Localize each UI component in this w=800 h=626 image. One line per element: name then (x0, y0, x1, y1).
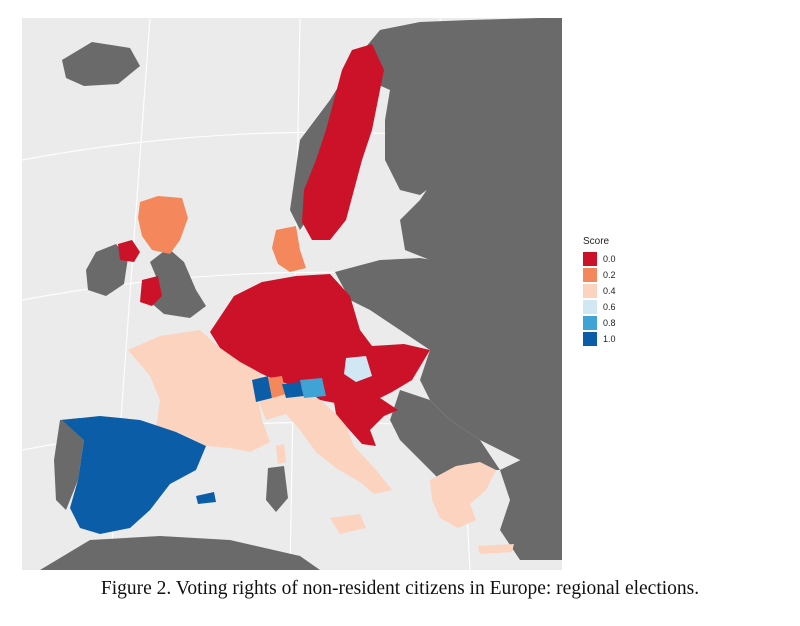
legend-title: Score (583, 236, 610, 247)
region-switzerland-orange (268, 376, 286, 398)
legend-item: 0.6 (583, 299, 616, 315)
region-scotland (138, 196, 188, 254)
region-denmark (272, 226, 306, 272)
region-vienna (344, 356, 372, 382)
region-balearic (196, 492, 216, 504)
iceland (62, 42, 140, 86)
region-wales (140, 276, 162, 306)
legend-item: 0.8 (583, 315, 616, 331)
scored-regions (62, 44, 514, 554)
region-switzerland-west (252, 376, 272, 402)
region-france (128, 330, 270, 452)
turkey-anatolia (500, 440, 562, 560)
legend-swatch (583, 316, 597, 330)
legend-item: 0.0 (583, 251, 616, 267)
region-switzerland-light (300, 378, 326, 398)
region-switzerland-east (282, 382, 304, 398)
legend-item: 0.4 (583, 283, 616, 299)
legend-label: 0.2 (603, 270, 616, 280)
finland (385, 80, 450, 195)
region-sweden (302, 44, 384, 240)
legend: Score 0.0 0.2 0.4 0.6 0.8 1.0 (583, 236, 616, 347)
legend-label: 0.6 (603, 302, 616, 312)
region-spain (62, 416, 206, 534)
region-italy (258, 386, 392, 494)
balkans (390, 390, 500, 480)
figure-caption: Figure 2. Voting rights of non-resident … (100, 578, 700, 599)
legend-swatch (583, 284, 597, 298)
legend-swatch (583, 300, 597, 314)
poland-baltics-east (335, 258, 562, 470)
region-crete (478, 544, 514, 554)
legend-swatch (583, 332, 597, 346)
ireland-republic (86, 244, 128, 296)
legend-label: 0.0 (603, 254, 616, 264)
portugal (54, 418, 84, 510)
region-greece (430, 462, 496, 528)
sardinia (266, 466, 288, 512)
legend-swatch (583, 252, 597, 266)
region-croatia (334, 396, 398, 446)
legend-swatch (583, 268, 597, 282)
region-germany-central (210, 274, 430, 404)
region-northern-ireland (118, 240, 140, 262)
legend-item: 0.2 (583, 267, 616, 283)
region-sicily (330, 514, 366, 534)
legend-label: 0.4 (603, 286, 616, 296)
north-africa (40, 536, 320, 570)
region-corsica (276, 444, 286, 464)
legend-label: 0.8 (603, 318, 616, 328)
legend-item: 1.0 (583, 331, 616, 347)
legend-label: 1.0 (603, 334, 616, 344)
england (150, 248, 206, 318)
